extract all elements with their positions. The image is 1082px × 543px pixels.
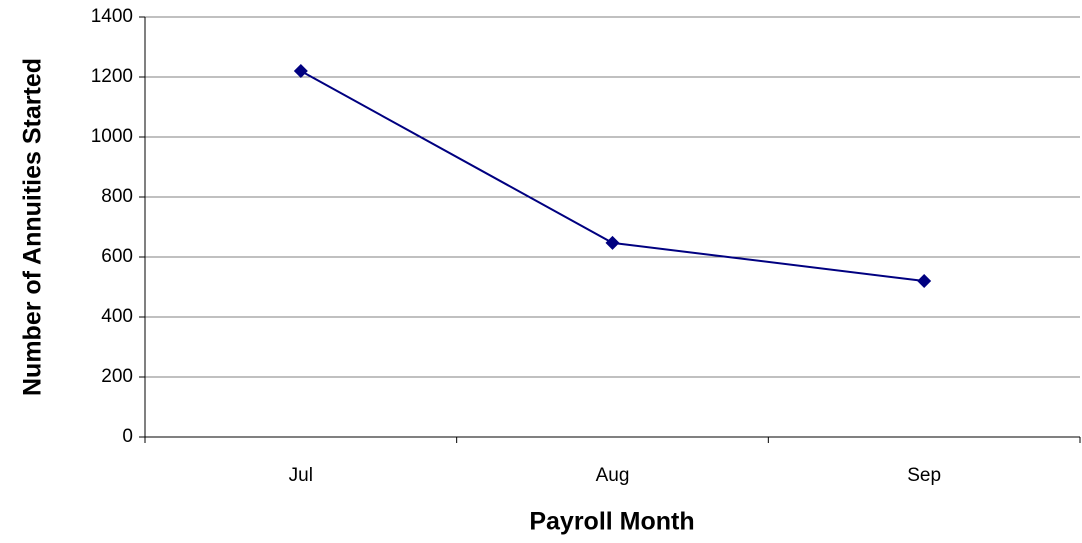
marker <box>917 274 932 288</box>
x-axis-title: Payroll Month <box>529 508 694 536</box>
y-tick-label: 400 <box>101 306 133 327</box>
y-axis-title: Number of Annuities Started <box>19 58 47 396</box>
y-tick-label: 1000 <box>91 126 133 147</box>
y-tick-label: 0 <box>122 426 133 447</box>
y-tick-label: 600 <box>101 246 133 267</box>
x-tick-label: Aug <box>596 465 630 486</box>
marker <box>605 235 620 250</box>
y-tick-label: 1200 <box>91 66 133 87</box>
x-tick-label: Sep <box>907 465 941 486</box>
y-tick-label: 1400 <box>91 6 133 27</box>
x-tick-label: Jul <box>289 465 313 486</box>
y-tick-label: 800 <box>101 186 133 207</box>
marker <box>293 64 308 78</box>
y-tick-label: 200 <box>101 366 133 387</box>
